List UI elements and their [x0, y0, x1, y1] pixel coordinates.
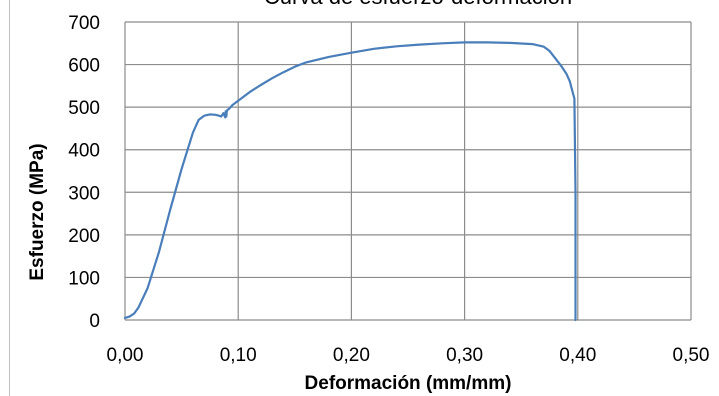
- x-tick-label: 0,30: [446, 345, 483, 366]
- tick-labels: 0,00 0,10 0,20 0,30 0,40 0,50 0 100 200 300 400 500…: [68, 13, 709, 366]
- stress-strain-series-line: [123, 41, 577, 322]
- y-axis-title: Esfuerzo (MPa): [27, 143, 48, 280]
- y-tick-label: 200: [68, 226, 100, 247]
- y-tick-label: 0: [89, 311, 100, 332]
- x-tick-label: 0,20: [333, 345, 370, 366]
- series-layer: [123, 41, 577, 322]
- x-tick-label: 0,10: [220, 345, 257, 366]
- x-axis-title: Deformación (mm/mm): [305, 373, 512, 394]
- y-tick-label: 300: [68, 183, 100, 204]
- y-tick-label: 500: [68, 98, 100, 119]
- gridlines: [124, 21, 692, 321]
- y-tick-label: 700: [68, 13, 100, 34]
- y-tick-label: 600: [68, 56, 100, 77]
- chart-title: Curva de esfuerzo-deformación: [264, 0, 572, 9]
- y-tick-label: 100: [68, 268, 100, 289]
- x-tick-label: 0,00: [107, 345, 144, 366]
- x-tick-label: 0,40: [559, 345, 596, 366]
- x-tick-label: 0,50: [673, 345, 710, 366]
- y-tick-label: 400: [68, 141, 100, 162]
